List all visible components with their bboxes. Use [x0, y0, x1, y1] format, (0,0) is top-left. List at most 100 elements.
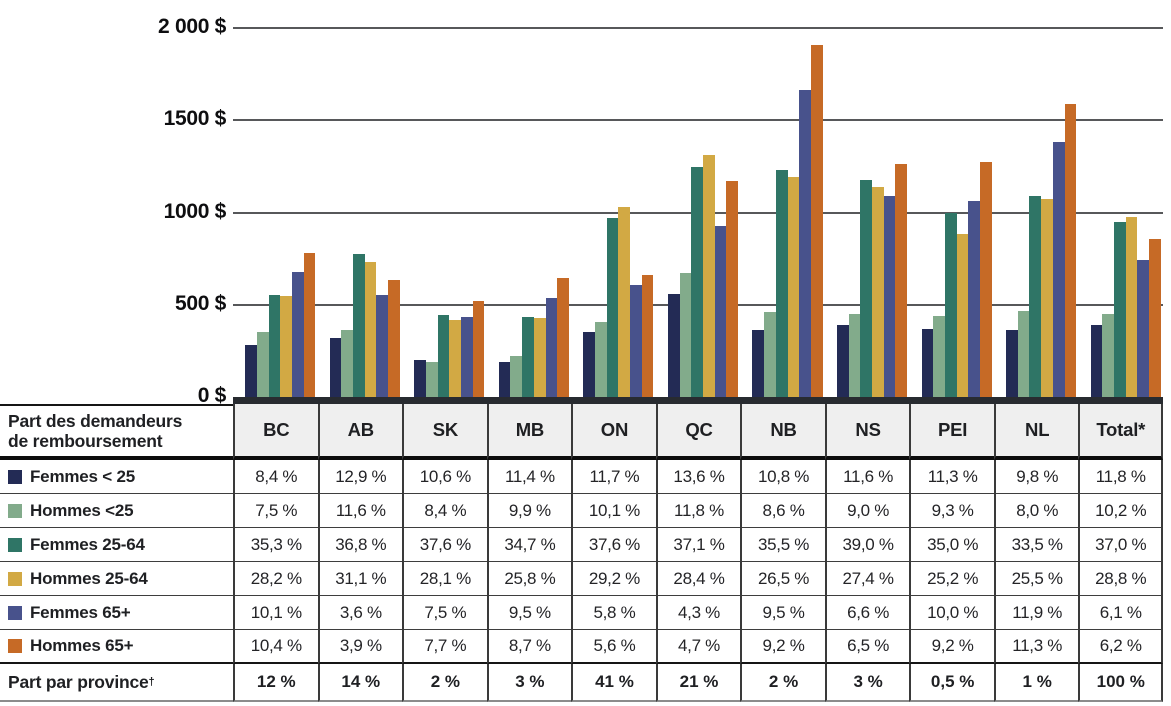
footer-value: 12 %: [233, 664, 318, 702]
bar: [714, 226, 727, 397]
bar: [461, 316, 473, 397]
column-header: NL: [993, 404, 1079, 460]
column-header: ON: [571, 404, 656, 460]
bar-group: [921, 161, 992, 397]
bar-group: [836, 163, 908, 397]
column-header: MB: [486, 404, 572, 460]
bar: [376, 294, 389, 397]
footer-value: 41 %: [571, 664, 656, 702]
table-header-label-line: Part des demandeurs: [8, 410, 183, 431]
value-cell: 4,7 %: [655, 630, 741, 664]
legend-label: Hommes 25-64: [30, 568, 148, 588]
legend-swatch: [8, 503, 22, 518]
bar: [388, 279, 400, 397]
bar-group: [1006, 103, 1077, 397]
value-cell: 10,1 %: [233, 596, 318, 630]
bar: [667, 293, 680, 397]
value-cell: 37,0 %: [1078, 528, 1163, 562]
value-cell: 7,5 %: [402, 596, 487, 630]
legend-label: Femmes < 25: [30, 466, 136, 486]
bar: [1102, 313, 1114, 397]
value-cell: 9,9 %: [486, 494, 572, 528]
value-cell: 28,8 %: [1078, 562, 1163, 596]
value-cell: 11,9 %: [993, 596, 1079, 630]
legend-swatch: [8, 605, 22, 620]
value-cell: 25,8 %: [486, 562, 572, 596]
bar: [606, 218, 619, 397]
bar: [979, 161, 992, 397]
value-cell: 8,4 %: [233, 460, 318, 494]
value-cell: 10,6 %: [402, 460, 487, 494]
value-cell: 10,8 %: [740, 460, 825, 494]
footer-value: 21 %: [655, 664, 741, 702]
y-tick-label: 2 000 $: [158, 15, 226, 38]
value-cell: 10,4 %: [233, 630, 318, 664]
bar: [810, 44, 823, 397]
value-cell: 11,4 %: [486, 460, 572, 494]
column-header: BC: [233, 404, 318, 460]
value-cell: 28,4 %: [655, 562, 741, 596]
bar: [341, 329, 354, 397]
bar-group: [329, 254, 400, 397]
x-axis-line: [233, 397, 1163, 404]
bar: [510, 355, 523, 397]
value-cell: 6,1 %: [1078, 596, 1163, 630]
bar: [872, 186, 884, 397]
bar: [595, 322, 607, 397]
bar: [533, 317, 546, 397]
value-cell: 35,5 %: [740, 528, 825, 562]
legend-label: Femmes 65+: [30, 602, 131, 622]
bar-group: [583, 206, 654, 397]
bar: [1149, 239, 1161, 397]
bar-group: [414, 301, 485, 397]
bar: [256, 332, 269, 397]
bar-group: [1090, 217, 1161, 397]
bar: [1029, 195, 1042, 397]
legend-swatch: [8, 537, 22, 552]
bar-chart: 2 000 $ 1500 $ 1000 $ 500 $ 0 $: [158, 15, 1163, 407]
value-cell: 39,0 %: [824, 528, 910, 562]
value-cell: 28,1 %: [402, 562, 487, 596]
value-cell: 5,8 %: [571, 596, 656, 630]
bar: [245, 345, 257, 397]
value-cell: 4,3 %: [655, 596, 741, 630]
value-cell: 8,6 %: [740, 494, 825, 528]
bar: [1064, 103, 1077, 397]
value-cell: 9,5 %: [486, 596, 572, 630]
value-cell: 9,2 %: [909, 630, 994, 664]
bar: [291, 271, 304, 397]
bar: [764, 312, 776, 397]
bar: [583, 331, 596, 397]
footer-value: 2 %: [740, 664, 825, 702]
bar: [1125, 217, 1138, 397]
value-cell: 25,2 %: [909, 562, 994, 596]
bar: [630, 285, 642, 397]
value-cell: 9,8 %: [993, 460, 1079, 494]
value-cell: 35,0 %: [909, 528, 994, 562]
value-cell: 3,6 %: [317, 596, 403, 630]
bar-group: [667, 155, 739, 397]
value-cell: 5,6 %: [571, 630, 656, 664]
value-cell: 7,5 %: [233, 494, 318, 528]
legend-swatch: [8, 571, 22, 586]
value-cell: 37,6 %: [402, 528, 487, 562]
value-cell: 33,5 %: [993, 528, 1079, 562]
value-cell: 36,8 %: [317, 528, 403, 562]
value-cell: 27,4 %: [824, 562, 910, 596]
bar: [921, 328, 934, 397]
legend-label: Hommes 65+: [30, 636, 134, 655]
column-header: NS: [824, 404, 910, 460]
value-cell: 8,7 %: [486, 630, 572, 664]
value-cell: 8,4 %: [402, 494, 487, 528]
row-label: Femmes < 25: [0, 460, 233, 494]
bar: [472, 301, 485, 397]
bar: [498, 361, 511, 397]
value-cell: 11,8 %: [655, 494, 741, 528]
bar: [752, 329, 765, 397]
row-label: Femmes 25-64: [0, 528, 233, 562]
footer-value: 2 %: [402, 664, 487, 702]
footer-value: 0,5 %: [909, 664, 994, 702]
value-cell: 10,1 %: [571, 494, 656, 528]
value-cell: 37,1 %: [655, 528, 741, 562]
bar: [691, 167, 703, 397]
